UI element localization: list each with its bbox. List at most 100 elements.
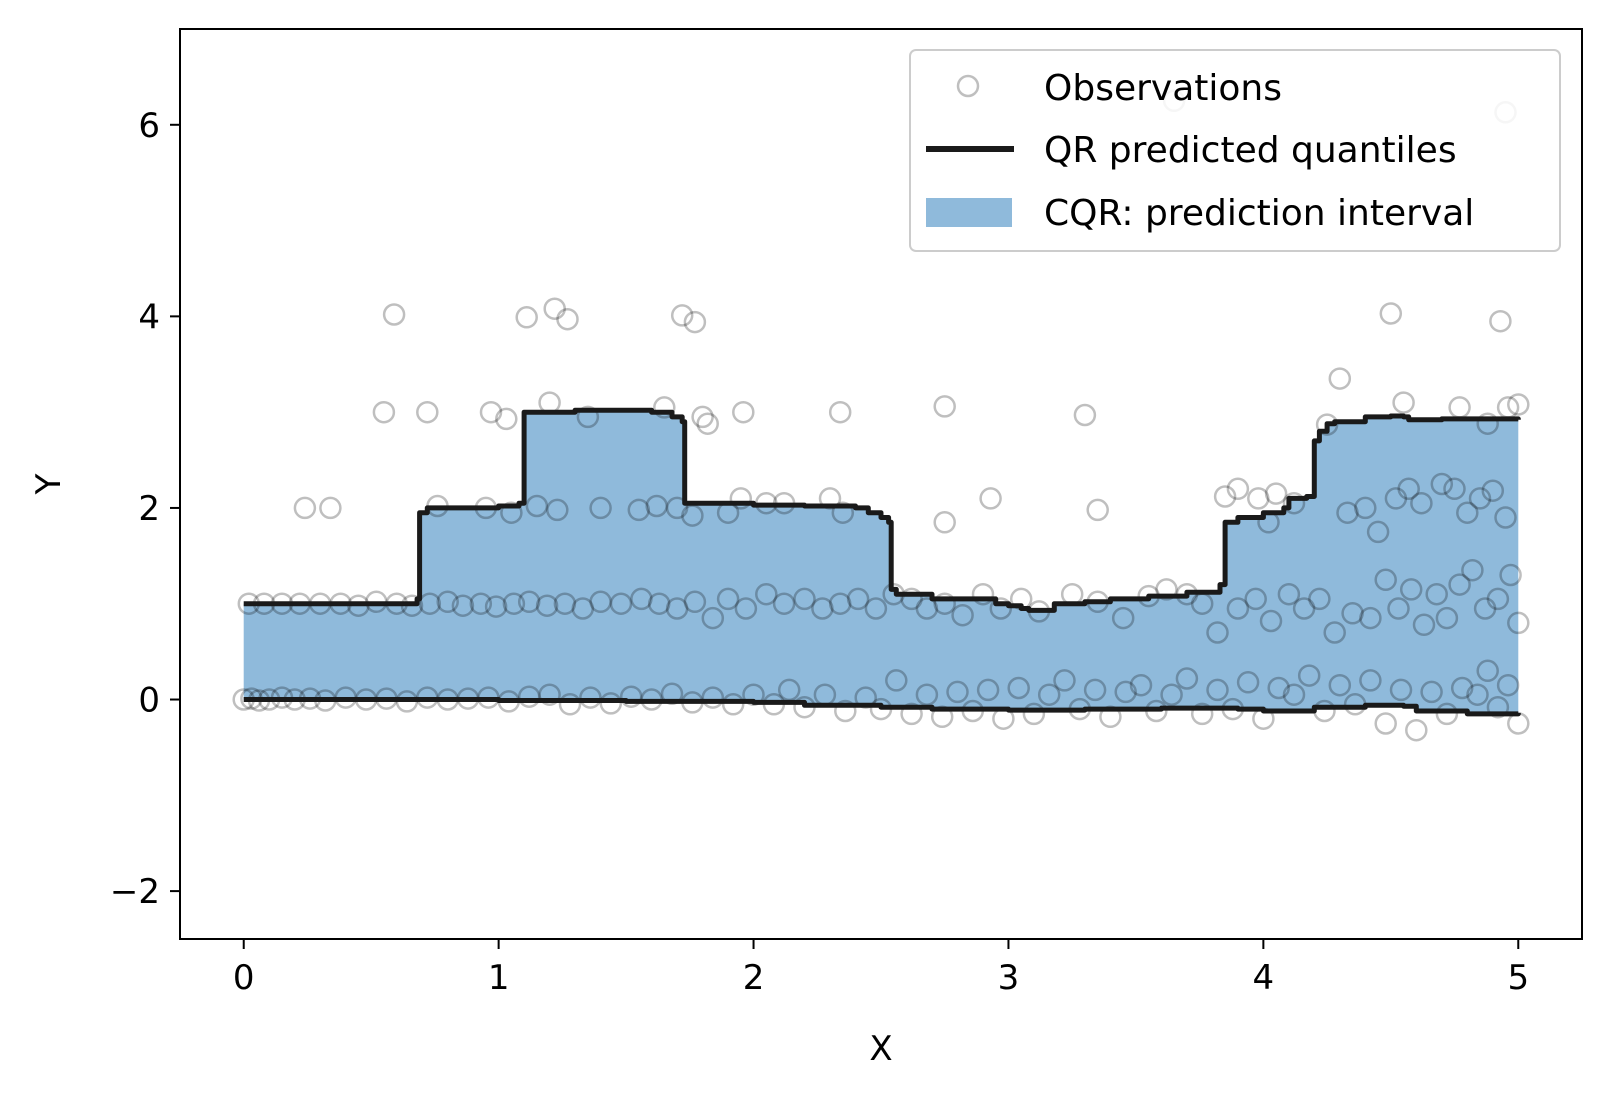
observation-point bbox=[971, 582, 995, 606]
observation-point bbox=[627, 498, 651, 522]
x-axis-label: X bbox=[869, 1029, 892, 1069]
observation-point bbox=[1468, 487, 1492, 510]
observation-point bbox=[900, 587, 923, 611]
observation-point bbox=[1297, 664, 1321, 687]
observation-point bbox=[811, 597, 834, 620]
observation-point bbox=[1086, 498, 1109, 522]
observation-point bbox=[716, 587, 740, 611]
observation-point bbox=[535, 594, 559, 617]
x-axis: 0 1 2 3 4 5 bbox=[233, 939, 1529, 998]
observation-point bbox=[864, 597, 888, 620]
observation-point bbox=[665, 496, 689, 520]
observation-point bbox=[436, 590, 459, 614]
observation-point bbox=[647, 592, 671, 615]
observation-point bbox=[418, 592, 442, 615]
observation-point bbox=[1466, 683, 1489, 706]
observation-point bbox=[517, 590, 541, 614]
observation-point bbox=[1486, 695, 1510, 719]
observation-point bbox=[1430, 472, 1454, 496]
observation-point bbox=[599, 692, 623, 715]
observation-point bbox=[1359, 606, 1382, 630]
observation-point bbox=[416, 400, 439, 424]
observation-point bbox=[1448, 573, 1471, 596]
observation-point bbox=[701, 606, 725, 630]
observation-point bbox=[1496, 673, 1520, 697]
observation-point bbox=[1323, 621, 1346, 644]
legend-quantiles-label: QR predicted quantiles bbox=[1044, 130, 1457, 171]
y-axis-label: Y bbox=[29, 473, 69, 495]
x-tick-label: 0 bbox=[233, 958, 255, 998]
observation-point bbox=[589, 590, 612, 614]
observation-point bbox=[543, 297, 566, 320]
upper-quantile-line bbox=[243, 407, 1521, 613]
observation-point bbox=[1354, 496, 1377, 520]
observation-point bbox=[319, 496, 342, 520]
observation-point bbox=[1476, 412, 1499, 435]
observation-point bbox=[846, 587, 870, 611]
observation-point bbox=[915, 597, 939, 620]
observation-point bbox=[1155, 578, 1178, 601]
observation-point bbox=[1379, 302, 1403, 325]
observation-point bbox=[900, 702, 923, 726]
prediction-interval-layer bbox=[243, 410, 1519, 714]
observation-point bbox=[1481, 479, 1505, 502]
observation-point bbox=[1206, 678, 1229, 702]
observation-point bbox=[579, 686, 602, 709]
observation-point bbox=[933, 395, 956, 418]
observation-point bbox=[1410, 491, 1433, 515]
observation-point bbox=[1190, 702, 1214, 726]
observation-point bbox=[1129, 673, 1153, 697]
observation-point bbox=[1247, 487, 1270, 510]
observation-point bbox=[1443, 477, 1466, 501]
observation-point bbox=[1389, 678, 1413, 702]
quantile-lines-layer bbox=[243, 407, 1521, 717]
observation-point bbox=[1387, 597, 1410, 620]
legend: Observations QR predicted quantiles CQR:… bbox=[909, 49, 1561, 252]
observation-point bbox=[732, 400, 755, 424]
observation-point bbox=[1420, 680, 1443, 704]
observation-point bbox=[1073, 403, 1097, 427]
observation-point bbox=[1226, 597, 1250, 620]
observation-point bbox=[1405, 718, 1428, 742]
prediction-interval-band bbox=[243, 410, 1519, 714]
observation-point bbox=[1292, 597, 1316, 620]
observation-point bbox=[479, 400, 503, 424]
y-tick-label: 2 bbox=[138, 489, 160, 529]
y-tick-label: 6 bbox=[138, 106, 160, 146]
legend-box bbox=[909, 49, 1561, 252]
observation-point bbox=[831, 501, 855, 524]
y-tick-label: −2 bbox=[110, 872, 160, 912]
observation-point bbox=[619, 685, 643, 708]
observation-point bbox=[1359, 669, 1382, 692]
observation-point bbox=[729, 487, 753, 510]
observation-point bbox=[946, 680, 969, 704]
observation-point bbox=[1282, 683, 1306, 706]
observation-point bbox=[1507, 611, 1530, 635]
observation-point bbox=[1083, 678, 1107, 702]
observation-point bbox=[1399, 578, 1423, 601]
observation-point bbox=[1384, 487, 1408, 510]
observation-point bbox=[989, 597, 1013, 620]
observation-point bbox=[1499, 563, 1522, 587]
observation-point bbox=[1435, 702, 1459, 726]
observation-point bbox=[1473, 597, 1497, 620]
observation-point bbox=[1282, 491, 1306, 515]
observation-point bbox=[885, 669, 908, 692]
observation-point bbox=[653, 396, 676, 419]
observation-point bbox=[1366, 520, 1390, 544]
observation-point bbox=[1226, 477, 1250, 501]
observation-point bbox=[609, 592, 633, 615]
observation-point bbox=[451, 594, 475, 617]
y-axis: −2 0 2 4 6 bbox=[110, 106, 180, 912]
observation-point bbox=[589, 496, 612, 520]
observation-point bbox=[1244, 587, 1267, 611]
observation-point bbox=[1206, 621, 1229, 644]
observation-point bbox=[525, 494, 549, 518]
observation-point bbox=[1494, 506, 1517, 529]
y-tick-label: 4 bbox=[138, 297, 160, 337]
observation-point bbox=[683, 310, 707, 334]
observation-point bbox=[665, 597, 689, 620]
observation-point bbox=[1397, 477, 1420, 501]
observation-point bbox=[1489, 309, 1512, 333]
observation-point bbox=[683, 590, 707, 614]
